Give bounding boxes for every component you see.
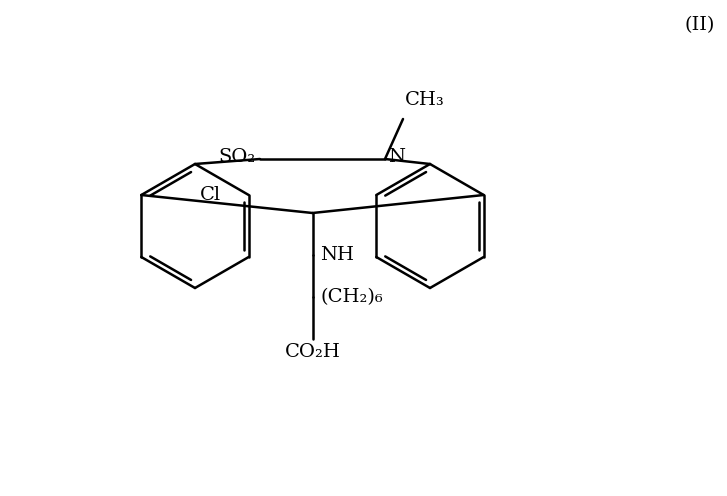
Text: Cl: Cl [200, 186, 221, 204]
Text: NH: NH [321, 246, 355, 264]
Text: (CH₂)₆: (CH₂)₆ [321, 288, 383, 306]
Text: CH₃: CH₃ [405, 91, 445, 109]
Text: CO₂H: CO₂H [284, 343, 340, 361]
Text: (II): (II) [685, 16, 715, 34]
Text: SO₂: SO₂ [219, 148, 256, 166]
Text: N: N [388, 148, 405, 166]
